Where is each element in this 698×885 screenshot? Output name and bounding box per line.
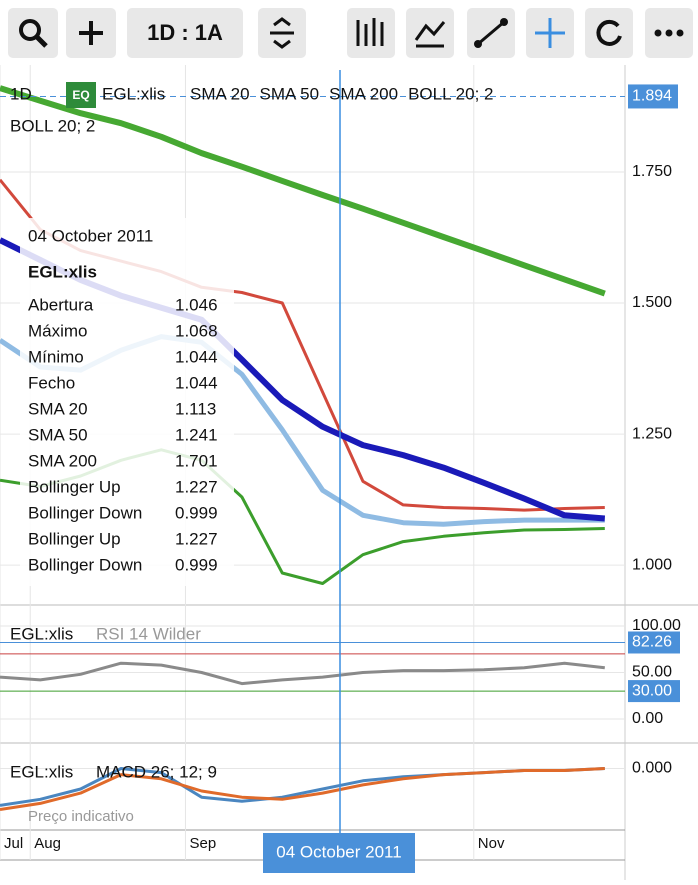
chart-type-icon xyxy=(356,18,384,46)
chart-type-button[interactable] xyxy=(347,8,395,58)
overlay: 1D EQ EGL:xlis BOLL 20; 2 04 October 201… xyxy=(10,82,681,873)
tooltip-label: Máximo xyxy=(28,321,88,340)
x-tick-label: Sep xyxy=(189,835,216,852)
legend-study: BOLL 20; 2 xyxy=(408,84,493,103)
panel-symbol: EGL:xlis xyxy=(10,624,73,643)
tooltip-label: Abertura xyxy=(28,295,94,314)
tooltip-label: Mínimo xyxy=(28,347,84,366)
more-icon xyxy=(676,29,684,37)
tooltip-value: 0.999 xyxy=(175,555,218,574)
legend-symbol: EGL:xlis xyxy=(102,84,165,103)
legend-badge xyxy=(66,82,96,108)
y-tick-label: 0.00 xyxy=(632,710,663,727)
tooltip-value: 1.227 xyxy=(175,477,218,496)
refresh-button[interactable] xyxy=(585,8,633,58)
search-button[interactable] xyxy=(8,8,58,58)
panel-note: Preço indicativo xyxy=(28,808,134,825)
legend-study: SMA 20 xyxy=(190,84,250,103)
y-tick-label: 100.00 xyxy=(632,617,681,634)
y-tick-label: 50.00 xyxy=(632,664,672,681)
panel-study: RSI 14 Wilder xyxy=(96,624,201,643)
tooltip-label: SMA 200 xyxy=(28,451,97,470)
tooltip-value: 0.999 xyxy=(175,503,218,522)
legend-interval: 1D xyxy=(10,84,32,103)
studies-icon xyxy=(414,21,446,48)
tooltip-symbol: EGL:xlis xyxy=(28,262,97,281)
rsi-level-box xyxy=(628,680,680,703)
more-icon xyxy=(665,29,673,37)
draw-icon xyxy=(474,40,482,48)
tooltip-value: 1.227 xyxy=(175,529,218,548)
rsi-level-box xyxy=(628,631,680,654)
crosshair-label: 04 October 2011 xyxy=(276,842,401,861)
last-price-box xyxy=(628,84,678,109)
x-tick-label: Jul xyxy=(4,835,23,852)
tooltip-value: 1.046 xyxy=(175,295,218,314)
crosshair-icon xyxy=(535,18,565,48)
series-line xyxy=(0,661,605,686)
draw-icon xyxy=(500,18,508,26)
tooltip xyxy=(20,218,234,586)
rsi-level-label: 30.00 xyxy=(632,682,672,699)
tooltip-label: Fecho xyxy=(28,373,75,392)
series-line xyxy=(0,85,606,297)
more-icon xyxy=(654,29,662,37)
tooltip-label: Bollinger Up xyxy=(28,529,121,548)
tooltip-value: 1.044 xyxy=(175,347,218,366)
y-tick-label: 1.250 xyxy=(632,425,672,442)
tooltip-value: 1.701 xyxy=(175,451,218,470)
tooltip-label: Bollinger Up xyxy=(28,477,121,496)
legend-second-line: BOLL 20; 2 xyxy=(10,116,95,135)
toolbar: 1D : 1A xyxy=(8,8,693,58)
interval-text: 1D : 1A xyxy=(147,20,223,45)
search-icon xyxy=(19,19,41,41)
x-tick-label: Nov xyxy=(478,835,505,852)
tooltip-value: 1.113 xyxy=(175,399,216,418)
panel-study: MACD 26; 12; 9 xyxy=(96,762,217,781)
y-tick-label: 1.750 xyxy=(632,163,672,180)
tooltip-label: Bollinger Down xyxy=(28,555,142,574)
last-price-label: 1.894 xyxy=(632,88,672,105)
tooltip-label: SMA 50 xyxy=(28,425,88,444)
legend-study: SMA 50 xyxy=(260,84,320,103)
tooltip-label: SMA 20 xyxy=(28,399,88,418)
x-tick-label: Aug xyxy=(34,835,61,852)
rsi-level-label: 82.26 xyxy=(632,634,672,651)
y-tick-label: 1.500 xyxy=(632,294,672,311)
studies-button[interactable] xyxy=(406,8,454,58)
draw-icon xyxy=(477,20,505,46)
series-line xyxy=(0,767,605,811)
tooltip-value: 1.044 xyxy=(175,373,218,392)
legend-study: SMA 200 xyxy=(329,84,398,103)
tooltip-value: 1.241 xyxy=(175,425,218,444)
search-icon xyxy=(35,35,48,48)
refresh-icon xyxy=(596,19,622,46)
panel-symbol: EGL:xlis xyxy=(10,762,73,781)
tooltip-value: 1.068 xyxy=(175,321,218,340)
interval-button[interactable] xyxy=(127,8,243,58)
y-tick-label: 1.000 xyxy=(632,556,672,573)
crosshair-label-box xyxy=(263,833,415,873)
tooltip-date: 04 October 2011 xyxy=(28,226,153,245)
scale-icon xyxy=(270,17,294,49)
legend-badge-text: EQ xyxy=(72,88,89,102)
add-icon xyxy=(79,21,103,45)
tooltip-label: Bollinger Down xyxy=(28,503,142,522)
y-tick-label: 0.000 xyxy=(632,760,672,777)
